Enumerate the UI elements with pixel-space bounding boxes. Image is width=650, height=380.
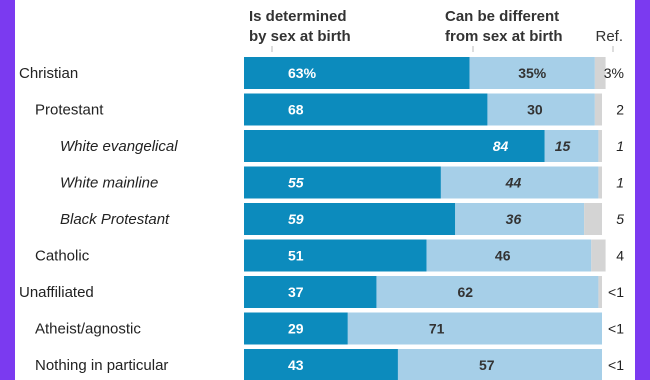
data-label-series2: 44 <box>505 175 522 191</box>
category-label: Protestant <box>35 102 104 119</box>
data-label-series1: 37 <box>288 284 304 300</box>
chart-row: White mainline 55 44 1 <box>60 166 624 199</box>
header-series2-line2: from sex at birth <box>445 28 563 45</box>
chart-panel: Is determined by sex at birth Can be dif… <box>15 0 635 380</box>
category-label: Christian <box>19 65 78 82</box>
data-label-ref: 5 <box>616 211 624 227</box>
bar-series2 <box>440 166 599 199</box>
data-label-series1: 84 <box>493 138 509 154</box>
bar-ref <box>598 166 602 199</box>
bar-series2 <box>469 57 595 89</box>
chart-rows: Christian 63% 35% 3% Protestant 68 30 2 White ev… <box>19 57 624 380</box>
header-series2-line1: Can be different <box>445 8 559 25</box>
data-label-series2: 57 <box>479 357 495 373</box>
bar-series2 <box>455 203 585 235</box>
chart-row: Atheist/agnostic 29 71 <1 <box>35 312 624 345</box>
bar-series1 <box>244 312 348 345</box>
category-label: Atheist/agnostic <box>35 321 141 338</box>
category-label: Catholic <box>35 248 90 265</box>
chart-row: Catholic 51 46 4 <box>35 239 624 272</box>
data-label-ref: <1 <box>608 321 624 337</box>
data-label-ref: 4 <box>616 248 624 264</box>
data-label-series1: 51 <box>288 248 304 264</box>
category-label: Nothing in particular <box>35 357 168 374</box>
bar-series1 <box>244 93 488 126</box>
data-label-ref: 3% <box>604 65 624 81</box>
bar-series2 <box>426 239 592 272</box>
bar-ref <box>594 57 606 89</box>
stacked-bar-chart: Is determined by sex at birth Can be dif… <box>19 8 624 380</box>
chart-row: Black Protestant 59 36 5 <box>60 203 624 235</box>
header-series1-line1: Is determined <box>249 8 347 25</box>
bar-series1 <box>244 276 377 308</box>
bar-series1 <box>244 130 545 162</box>
data-label-ref: <1 <box>608 284 624 300</box>
data-label-series1: 43 <box>288 357 304 373</box>
data-label-series2: 35% <box>518 65 547 81</box>
data-label-series1: 55 <box>288 175 304 191</box>
bar-series1 <box>244 349 398 380</box>
bar-series1 <box>244 166 441 199</box>
data-label-series2: 36 <box>506 211 522 227</box>
header-ref: Ref. <box>595 28 623 45</box>
data-label-series1: 68 <box>288 102 304 118</box>
chart-row: Unaffiliated 37 62 <1 <box>19 276 624 308</box>
data-label-ref: 1 <box>616 175 624 191</box>
column-header-series1: Is determined by sex at birth <box>249 8 351 45</box>
column-header-series2: Can be different from sex at birth <box>445 8 563 45</box>
category-label: White evangelical <box>60 138 178 155</box>
data-label-ref: 2 <box>616 102 624 118</box>
bar-series1 <box>244 203 456 235</box>
bar-ref <box>598 130 602 162</box>
data-label-series1: 29 <box>288 321 304 337</box>
bar-ref <box>598 276 602 308</box>
chart-row: Nothing in particular 43 57 <1 <box>35 349 624 380</box>
bar-series1 <box>244 239 427 272</box>
chart-row: Protestant 68 30 2 <box>35 93 624 126</box>
bar-ref <box>594 93 602 126</box>
data-label-ref: <1 <box>608 357 624 373</box>
category-label: Unaffiliated <box>19 284 94 301</box>
bar-ref <box>584 203 602 235</box>
data-label-series1: 59 <box>288 211 304 227</box>
data-label-series2: 30 <box>527 102 543 118</box>
data-label-series2: 15 <box>555 138 571 154</box>
data-label-series2: 71 <box>429 321 445 337</box>
chart-row: White evangelical 84 15 1 <box>60 130 624 162</box>
data-label-series1: 63% <box>288 65 317 81</box>
bar-series2 <box>376 276 599 308</box>
category-label: White mainline <box>60 175 158 192</box>
bar-series2 <box>347 312 602 345</box>
bar-series1 <box>244 57 470 89</box>
bar-series2 <box>397 349 602 380</box>
bar-ref <box>591 239 606 272</box>
bar-series2 <box>487 93 595 126</box>
category-label: Black Protestant <box>60 211 170 228</box>
data-label-ref: 1 <box>616 138 624 154</box>
data-label-series2: 46 <box>495 248 511 264</box>
bar-series2 <box>544 130 599 162</box>
chart-row: Christian 63% 35% 3% <box>19 57 624 89</box>
header-series1-line2: by sex at birth <box>249 28 351 45</box>
data-label-series2: 62 <box>457 284 473 300</box>
